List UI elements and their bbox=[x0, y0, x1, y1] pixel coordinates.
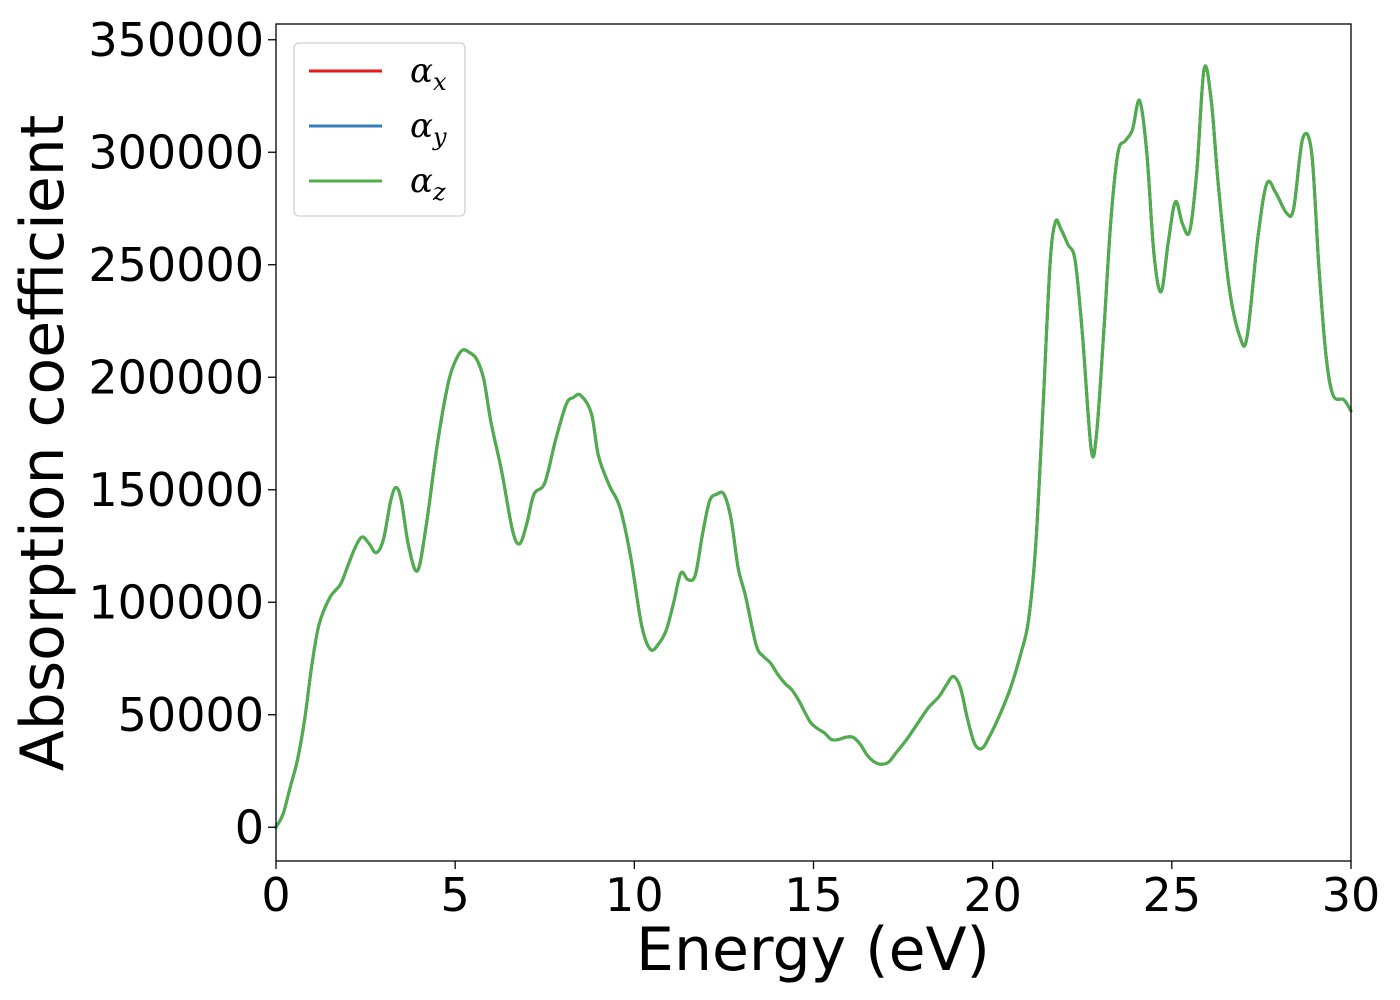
legend-label-x: αx bbox=[410, 51, 447, 96]
x-tick-label: 5 bbox=[441, 868, 470, 922]
legend-entries: αx αy αz bbox=[309, 51, 447, 206]
y-tick-label: 300000 bbox=[88, 125, 264, 179]
y-tick-label: 250000 bbox=[88, 238, 264, 292]
y-tick-label: 150000 bbox=[88, 463, 264, 517]
x-tick-label: 25 bbox=[1143, 868, 1202, 922]
y-tick-label: 0 bbox=[235, 800, 264, 854]
x-axis-label: Energy (eV) bbox=[636, 915, 990, 985]
x-tick-label: 20 bbox=[963, 868, 1022, 922]
x-tick-label: 10 bbox=[605, 868, 664, 922]
y-tick-label: 350000 bbox=[88, 13, 264, 67]
legend: αx αy αz bbox=[293, 42, 466, 217]
y-tick-label: 100000 bbox=[88, 575, 264, 629]
legend-box bbox=[293, 42, 466, 217]
series-layer bbox=[274, 64, 1353, 829]
x-tick-label: 0 bbox=[261, 868, 290, 922]
y-axis-label: Absorption coefficient bbox=[8, 115, 78, 772]
y-tick-label: 200000 bbox=[88, 350, 264, 404]
x-tick-label: 30 bbox=[1322, 868, 1381, 922]
legend-label-z: αz bbox=[410, 161, 446, 206]
y-tick-label: 50000 bbox=[118, 688, 264, 742]
x-axis-ticks: 0 5 10 15 20 25 30 bbox=[261, 861, 1380, 922]
x-tick-label: 15 bbox=[784, 868, 843, 922]
series-line-z bbox=[274, 64, 1353, 829]
y-axis-ticks: 0 50000 100000 150000 200000 250000 300000 3500… bbox=[88, 13, 276, 854]
legend-label-y: αy bbox=[410, 106, 447, 151]
